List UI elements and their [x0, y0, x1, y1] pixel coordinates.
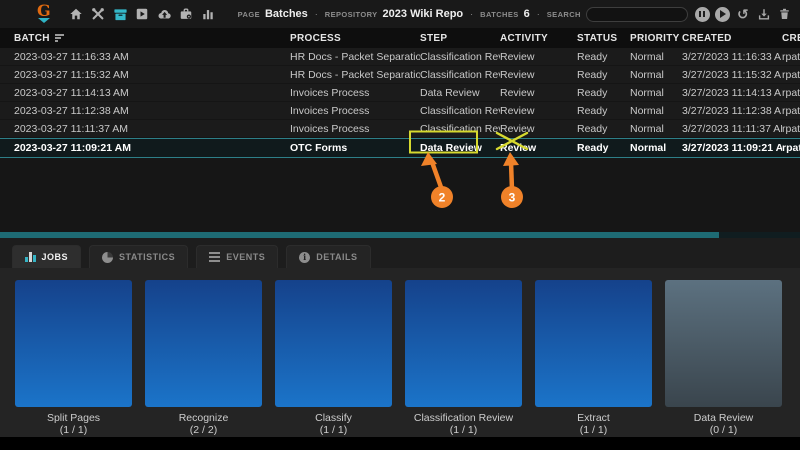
column-header-priority[interactable]: PRIORITY [630, 33, 682, 44]
job-card-recognize: Recognize (2 / 2) [145, 280, 262, 437]
column-header-activity[interactable]: ACTIVITY [500, 33, 577, 44]
resume-button[interactable] [715, 7, 730, 22]
repository-value[interactable]: 2023 Wiki Repo [383, 8, 464, 20]
table-row[interactable]: 2023-03-27 11:15:32 AMHR Docs - Packet S… [0, 66, 800, 84]
import-upload-icon[interactable] [157, 7, 172, 22]
column-header-step[interactable]: STEP [420, 33, 500, 44]
table-header: BATCH PROCESS STEP ACTIVITY STATUS PRIOR… [0, 28, 800, 48]
details-info-icon: i [299, 252, 310, 263]
page-label: PAGE [238, 10, 260, 19]
crumb-separator: · [537, 9, 540, 19]
job-card-extract: Extract (1 / 1) [535, 280, 652, 437]
home-icon[interactable] [69, 7, 84, 22]
job-thumbnail[interactable] [15, 280, 132, 407]
column-header-status[interactable]: STATUS [577, 33, 630, 44]
job-card-classification-review: Classification Review (1 / 1) [405, 280, 522, 437]
job-thumbnail[interactable] [535, 280, 652, 407]
history-button[interactable]: ↺ [735, 6, 751, 22]
job-cards: Split Pages (1 / 1) Recognize (2 / 2) Cl… [0, 268, 800, 437]
crumb-separator: · [315, 9, 318, 19]
column-header-process[interactable]: PROCESS [290, 33, 420, 44]
search-input[interactable] [586, 7, 688, 22]
job-thumbnail[interactable] [145, 280, 262, 407]
job-card-classify: Classify (1 / 1) [275, 280, 392, 437]
batches-label: BATCHES [480, 10, 519, 19]
batch-table: 2023-03-27 11:16:33 AMHR Docs - Packet S… [0, 48, 800, 158]
delete-button[interactable] [777, 6, 793, 22]
events-list-icon [209, 252, 220, 262]
column-header-created-by[interactable]: CRE [782, 33, 800, 44]
search-label: SEARCH [547, 10, 581, 19]
tab-jobs[interactable]: JOBS [12, 245, 81, 268]
tab-details[interactable]: i DETAILS [286, 245, 370, 268]
export-button[interactable] [756, 6, 772, 22]
table-row[interactable]: 2023-03-27 11:12:38 AMInvoices Process C… [0, 102, 800, 120]
stats-bars-icon[interactable] [201, 7, 216, 22]
bottom-black-strip [0, 437, 800, 450]
table-row[interactable]: 2023-03-27 11:11:37 AMInvoices Process C… [0, 120, 800, 138]
sort-descending-icon [55, 34, 64, 42]
job-card-split-pages: Split Pages (1 / 1) [15, 280, 132, 437]
jobs-briefcase-icon[interactable] [179, 7, 194, 22]
column-header-created[interactable]: CREATED [682, 33, 782, 44]
breadcrumb: PAGE Batches · REPOSITORY 2023 Wiki Repo… [238, 8, 586, 20]
toolbar-actions: ↺ + [695, 6, 800, 22]
pause-button[interactable] [695, 7, 710, 22]
tab-statistics[interactable]: STATISTICS [89, 245, 188, 268]
bottom-panel: JOBS STATISTICS EVENTS i DETAILS Split P… [0, 232, 800, 437]
tools-icon[interactable] [91, 7, 106, 22]
batches-count: 6 [524, 8, 530, 20]
batches-icon[interactable] [113, 7, 128, 22]
column-header-batch[interactable]: BATCH [14, 33, 290, 44]
main-nav [69, 7, 216, 22]
batch-process-icon[interactable] [135, 7, 150, 22]
job-thumbnail[interactable] [665, 280, 782, 407]
app-window: G [0, 0, 800, 450]
job-thumbnail[interactable] [405, 280, 522, 407]
logo-chevron-icon [38, 18, 50, 24]
job-thumbnail[interactable] [275, 280, 392, 407]
logo-letter: G [37, 4, 51, 18]
topbar: G [0, 0, 800, 28]
job-card-data-review: Data Review (0 / 1) [665, 280, 782, 437]
table-empty-area [0, 158, 800, 232]
table-row-selected[interactable]: 2023-03-27 11:09:21 AMOTC Forms Data Rev… [0, 138, 800, 158]
table-row[interactable]: 2023-03-27 11:14:13 AMInvoices Process D… [0, 84, 800, 102]
panel-tabstrip: JOBS STATISTICS EVENTS i DETAILS [0, 238, 800, 268]
grooper-logo[interactable]: G [37, 4, 51, 24]
tab-events[interactable]: EVENTS [196, 245, 278, 268]
jobs-barchart-icon [25, 252, 36, 262]
crumb-separator: · [470, 9, 473, 19]
statistics-pie-icon [102, 252, 113, 263]
table-row[interactable]: 2023-03-27 11:16:33 AMHR Docs - Packet S… [0, 48, 800, 66]
page-value[interactable]: Batches [265, 8, 308, 20]
repository-label: REPOSITORY [325, 10, 378, 19]
